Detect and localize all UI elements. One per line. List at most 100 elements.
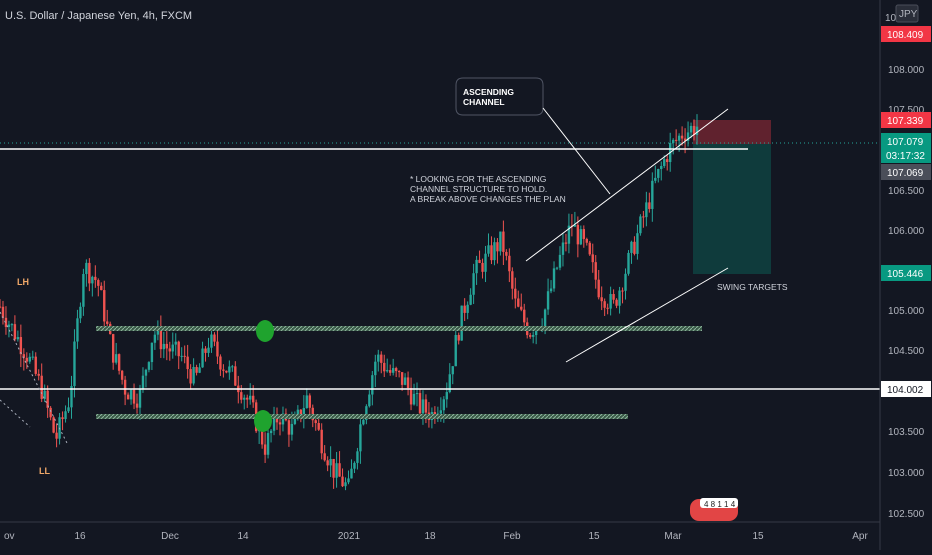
candle-body — [70, 386, 73, 408]
lower-range-band[interactable] — [96, 414, 628, 419]
candle-body — [25, 357, 29, 362]
candle-body — [484, 253, 487, 272]
ll-label[interactable]: LL — [39, 466, 50, 476]
candle-body — [493, 242, 496, 261]
candle-body — [278, 422, 282, 425]
currency-button-bg[interactable] — [895, 4, 919, 23]
price-tick-label: 102.500 — [888, 509, 925, 520]
candle-body — [266, 433, 270, 455]
price-badge-entry-text: 107.069 — [887, 168, 924, 179]
candle-body — [174, 341, 177, 345]
candle-body — [487, 245, 490, 254]
callout-box[interactable] — [455, 77, 544, 116]
candle-body — [231, 366, 234, 368]
trend-line-dotted-2[interactable] — [0, 399, 31, 428]
price-badge-target[interactable] — [881, 265, 931, 281]
upper-range-band[interactable] — [96, 326, 702, 331]
candle-body — [514, 288, 517, 299]
candle-body — [106, 321, 109, 324]
candle-body — [412, 393, 416, 405]
candle-body — [323, 453, 326, 461]
candle-body — [228, 366, 231, 373]
candle-body — [34, 356, 37, 374]
price-badge-upper-text: 108.409 — [887, 30, 924, 41]
candle-body — [207, 347, 210, 353]
candle-body — [344, 482, 347, 487]
candle-body — [293, 417, 297, 424]
take-profit-zone[interactable] — [693, 144, 771, 274]
price-badge-last[interactable] — [881, 133, 931, 163]
candle-body — [103, 290, 106, 322]
candle-body — [1, 306, 5, 318]
candle-body — [222, 369, 225, 371]
channel-lower-line[interactable] — [565, 267, 729, 363]
candle-body — [418, 393, 422, 414]
price-badge-support[interactable] — [881, 381, 931, 397]
candle-body — [213, 334, 216, 342]
candle-body — [338, 463, 341, 477]
candle-body — [290, 423, 294, 435]
candle-body — [132, 389, 136, 404]
candle-body — [287, 420, 291, 435]
candle-body — [457, 334, 460, 341]
candle-body — [94, 276, 97, 281]
candle-body — [31, 356, 34, 358]
candle-body — [603, 301, 606, 308]
symbol-title[interactable]: U.S. Dollar / Japanese Yen, 4h, FXCM — [5, 10, 192, 22]
green-marker-upper[interactable] — [256, 320, 274, 342]
candle-body — [120, 370, 124, 380]
candle-body — [633, 241, 636, 254]
candle-body — [472, 273, 475, 295]
candle-body — [475, 259, 478, 274]
candle-body — [618, 290, 621, 306]
candles-group — [0, 114, 699, 491]
plot-background — [0, 0, 880, 522]
candle-body — [680, 135, 684, 139]
candle-body — [645, 202, 648, 218]
candle-body — [663, 159, 666, 166]
candle-body — [150, 342, 154, 363]
candle-body — [624, 273, 627, 291]
candle-body — [189, 369, 192, 384]
price-badge-entry[interactable] — [881, 164, 931, 180]
currency-button[interactable]: JPY — [899, 9, 918, 20]
watermark-logo: 4 8 1 1 4 — [690, 498, 738, 521]
candle-body — [496, 242, 499, 252]
candle-body — [585, 238, 588, 243]
price-badge-target-text: 105.446 — [887, 269, 924, 280]
lh-label[interactable]: LH — [17, 277, 29, 287]
channel-upper-line[interactable] — [525, 108, 729, 262]
price-badge-upper[interactable] — [881, 26, 931, 42]
price-tick-label: 106.500 — [888, 186, 925, 197]
candle-body — [424, 399, 428, 413]
candle-body — [55, 432, 58, 439]
note-text[interactable]: * LOOKING FOR THE ASCENDING CHANNEL STRU… — [410, 174, 566, 204]
candle-body — [383, 362, 386, 372]
candle-body — [421, 399, 425, 414]
swing-targets-label[interactable]: SWING TARGETS — [717, 282, 788, 292]
time-tick-label: 18 — [424, 531, 436, 542]
candle-body — [671, 139, 675, 144]
price-ticks: 108.000 107.500 106.500 106.000 105.000 104.5… — [888, 65, 925, 520]
stop-loss-zone[interactable] — [693, 120, 771, 144]
price-tick-label: 107.500 — [888, 105, 925, 116]
candle-body — [138, 389, 142, 408]
candle-body — [481, 262, 484, 272]
price-badge-stop[interactable] — [881, 112, 931, 128]
candle-body — [100, 285, 103, 291]
candle-body — [454, 334, 457, 367]
candle-body — [85, 262, 88, 275]
candle-body — [350, 468, 353, 479]
green-marker-lower[interactable] — [254, 410, 272, 432]
candle-body — [243, 397, 246, 400]
candle-body — [466, 304, 469, 313]
candle-body — [260, 425, 264, 445]
candle-body — [630, 241, 633, 253]
candle-body — [46, 390, 49, 408]
time-tick-label: 2021 — [338, 531, 361, 542]
candle-body — [523, 309, 526, 323]
candle-body — [88, 262, 91, 284]
time-ticks[interactable]: ov 16 Dec 14 2021 18 Feb 15 Mar 15 Apr — [4, 531, 868, 542]
candle-body — [117, 354, 121, 371]
